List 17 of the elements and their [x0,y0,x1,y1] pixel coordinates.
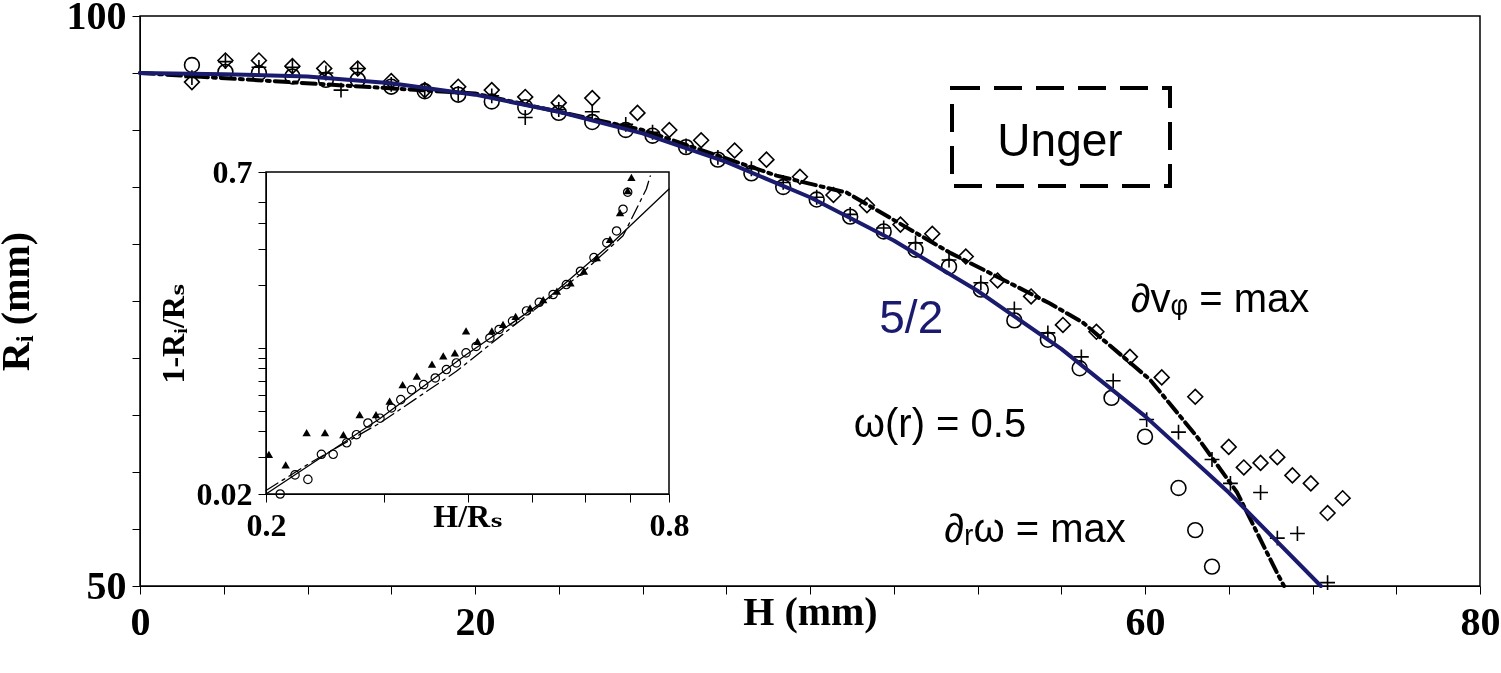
annotation: ω(r) = 0.5 [853,401,1027,445]
x-tick-label: 0 [130,598,151,644]
y-tick-label: 50 [86,562,127,608]
y-tick-label: 100 [66,0,127,38]
x-tick-label: 20 [455,598,496,644]
annotation: Unger [997,114,1123,166]
x-axis-title: H/Rₛ [433,497,503,534]
y-tick-label: 0.7 [212,153,253,190]
y-axis-title: Rᵢ (mm) [0,231,38,372]
series-label: 5/2 [879,290,944,343]
x-tick-label: 60 [1125,598,1166,644]
annotation: ∂vᵩ = max [1130,276,1310,320]
y-axis-title: 1-Rᵢ/Rₛ [154,283,191,384]
x-tick-label: 0.8 [649,506,690,543]
annotation: ∂ᵣω = max [944,506,1126,550]
x-axis-title: H (mm) [743,588,878,634]
x-tick-label: 80 [1460,598,1501,644]
